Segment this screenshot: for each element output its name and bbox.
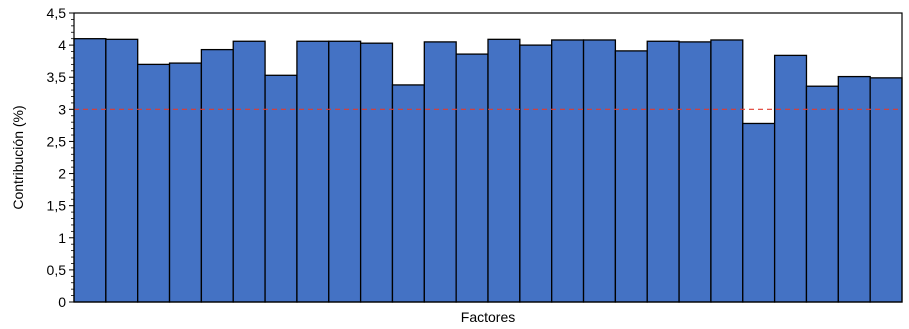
bar — [232, 40, 266, 303]
bar — [710, 39, 744, 303]
plot-frame — [73, 12, 903, 303]
y-tick-label: 4,5 — [47, 5, 67, 21]
bar — [869, 77, 903, 303]
bar — [105, 38, 139, 303]
y-tick-label: 3,5 — [47, 69, 67, 85]
bar — [296, 40, 330, 303]
bars-group — [73, 38, 903, 303]
y-tick-label: 1 — [58, 230, 66, 246]
bar — [137, 63, 171, 303]
bar — [73, 38, 107, 303]
y-axis: 0 0,5 1 1,5 2 2,5 3 3,5 4 4,5 — [47, 5, 74, 310]
bar — [646, 40, 680, 303]
bar — [519, 44, 553, 303]
bar — [168, 62, 203, 303]
bar — [805, 85, 839, 303]
bar — [773, 54, 808, 303]
bar — [582, 39, 617, 303]
y-tick-label: 4 — [58, 37, 66, 53]
bar — [391, 84, 425, 303]
y-tick-label: 0,5 — [47, 262, 67, 278]
y-tick-label: 2,5 — [47, 133, 67, 149]
y-tick-label: 0 — [58, 294, 66, 310]
bar — [487, 38, 521, 303]
bar — [328, 40, 362, 303]
bar — [455, 53, 489, 303]
y-tick-label: 1,5 — [47, 198, 67, 214]
bar — [359, 42, 394, 303]
y-tick-label: 3 — [58, 101, 66, 117]
bar — [423, 41, 457, 303]
bar — [837, 75, 871, 303]
bar — [742, 122, 776, 303]
bar — [678, 41, 712, 303]
bar — [200, 48, 234, 303]
bar — [614, 50, 648, 303]
bar — [264, 74, 298, 303]
x-axis-title: Factores — [461, 309, 515, 325]
y-tick-label: 2 — [58, 166, 66, 182]
y-axis-title: Contribución (%) — [10, 105, 26, 209]
plot-border — [73, 12, 903, 303]
bar — [551, 39, 585, 303]
